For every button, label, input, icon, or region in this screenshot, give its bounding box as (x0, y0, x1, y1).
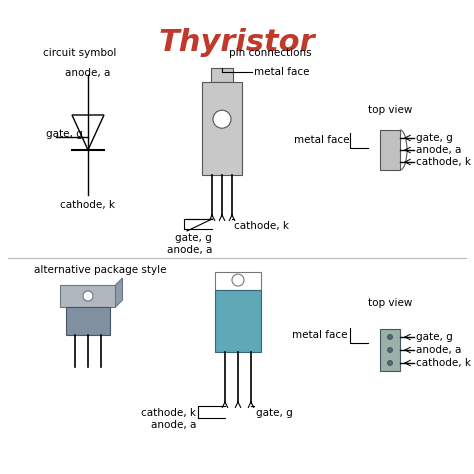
Text: anode, a: anode, a (167, 245, 212, 255)
Text: circuit symbol: circuit symbol (43, 48, 117, 58)
Text: gate, g: gate, g (256, 408, 293, 418)
Text: cathode, k: cathode, k (416, 358, 471, 368)
Text: cathode, k: cathode, k (416, 157, 471, 167)
Circle shape (388, 335, 392, 339)
Text: cathode, k: cathode, k (61, 200, 116, 210)
Circle shape (388, 361, 392, 365)
Text: cathode, k: cathode, k (234, 221, 289, 231)
Bar (61, 285, 116, 307)
Bar (215, 290, 261, 352)
Text: metal face: metal face (294, 135, 350, 145)
Bar (215, 272, 261, 290)
Bar (380, 130, 400, 170)
Text: anode, a: anode, a (416, 345, 461, 355)
Bar (66, 307, 110, 335)
Text: anode, a: anode, a (151, 420, 196, 430)
Text: cathode, k: cathode, k (141, 408, 196, 418)
Text: Thyristor: Thyristor (159, 28, 315, 57)
Text: anode, a: anode, a (416, 145, 461, 155)
Text: gate, g: gate, g (416, 133, 453, 143)
Text: gate, g: gate, g (46, 129, 83, 139)
Polygon shape (116, 278, 122, 307)
Bar (211, 68, 233, 82)
Circle shape (83, 291, 93, 301)
Bar (202, 82, 242, 175)
Circle shape (388, 347, 392, 353)
Text: anode, a: anode, a (65, 68, 111, 78)
Text: pin connections: pin connections (228, 48, 311, 58)
Text: metal face: metal face (292, 330, 348, 340)
Text: alternative package style: alternative package style (34, 265, 166, 275)
Text: gate, g: gate, g (175, 233, 212, 243)
Text: top view: top view (368, 298, 412, 308)
Circle shape (213, 110, 231, 128)
Circle shape (232, 274, 244, 286)
Text: gate, g: gate, g (416, 332, 453, 342)
Text: metal face: metal face (254, 67, 310, 77)
Bar (380, 329, 400, 371)
Text: top view: top view (368, 105, 412, 115)
